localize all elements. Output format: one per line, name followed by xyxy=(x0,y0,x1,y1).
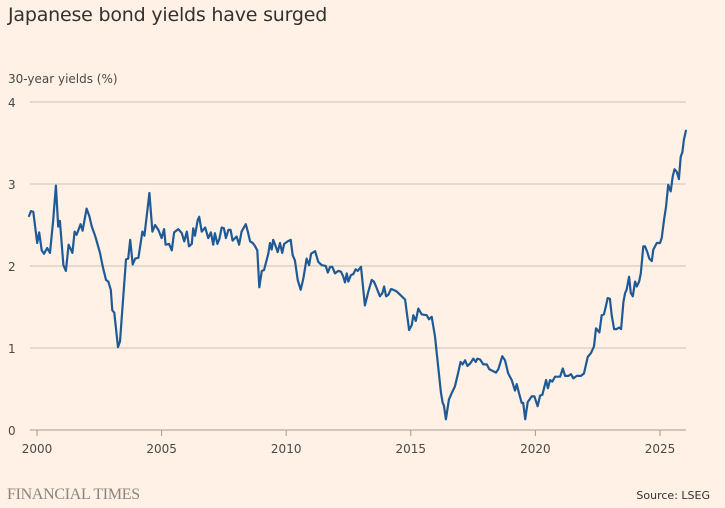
x-tick-label: 2000 xyxy=(22,442,53,456)
x-tick-label: 2005 xyxy=(146,442,177,456)
source-note: Source: LSEG xyxy=(636,489,710,502)
y-tick-label: 0 xyxy=(8,424,16,438)
y-axis-label: 30-year yields (%) xyxy=(8,72,118,86)
financial-times-logo: FINANCIAL TIMES xyxy=(7,486,140,503)
x-tick-label: 2010 xyxy=(271,442,302,456)
x-tick-label: 2025 xyxy=(645,442,676,456)
y-tick-label: 1 xyxy=(8,342,16,356)
x-tick-label: 2015 xyxy=(396,442,427,456)
yield-series-line xyxy=(27,129,688,421)
y-tick-label: 4 xyxy=(8,96,16,110)
chart-title: Japanese bond yields have surged xyxy=(8,4,328,26)
y-tick-label: 3 xyxy=(8,178,16,192)
y-tick-label: 2 xyxy=(8,260,16,274)
line-chart: 0 1 2 3 4 2000 2005 2010 2015 2020 2025 xyxy=(8,96,688,456)
x-tick-label: 2020 xyxy=(520,442,551,456)
